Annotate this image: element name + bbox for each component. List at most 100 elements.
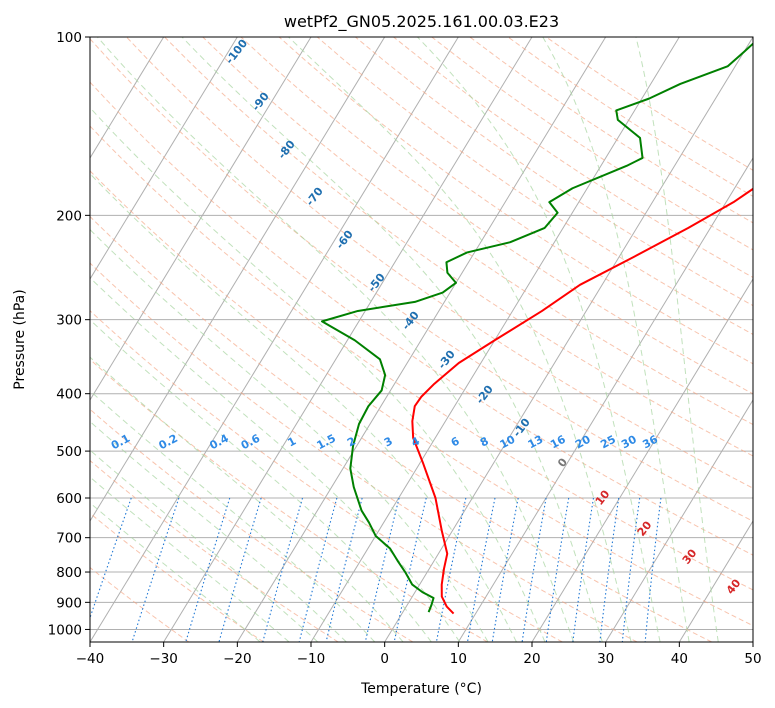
- dry-adiabat: [126, 37, 753, 489]
- moist-adiabat: [90, 420, 347, 642]
- mixing-ratio-label: 1: [285, 434, 298, 449]
- y-axis-label: Pressure (hPa): [12, 289, 28, 389]
- dry-adiabat-label: 20: [635, 518, 655, 538]
- dry-adiabat: [90, 38, 753, 522]
- isotherm-line: [90, 37, 312, 401]
- moist-adiabat: [97, 37, 575, 642]
- isotherm-line: [678, 520, 753, 642]
- mixing-ratio-label: 4: [409, 434, 422, 449]
- isotherm-line: [163, 37, 533, 642]
- y-tick-label: 700: [56, 531, 82, 547]
- mixing-ratio-line: [325, 497, 363, 642]
- dry-adiabat-label: 30: [680, 546, 700, 566]
- x-tick-label: −10: [297, 651, 326, 667]
- dry-adiabat: [393, 37, 753, 279]
- isotherm-line: [384, 37, 753, 642]
- dry-adiabat-label: -90: [249, 90, 272, 114]
- mixing-ratio-line: [218, 497, 262, 642]
- y-tick-label: 500: [56, 444, 82, 460]
- mixing-ratio-label: 6: [449, 434, 462, 449]
- dry-adiabat-label: 40: [724, 576, 744, 596]
- dry-adiabat-label: -50: [365, 271, 388, 295]
- x-tick-label: −20: [223, 651, 252, 667]
- mixing-ratio-label: 0.6: [239, 432, 263, 453]
- isotherm-line: [752, 641, 753, 642]
- dry-adiabat-label: -20: [473, 383, 496, 407]
- mixing-ratio-line: [621, 497, 641, 642]
- x-tick-label: 30: [597, 651, 614, 667]
- mixing-ratio-line: [599, 497, 620, 642]
- dry-adiabat: [90, 358, 488, 642]
- x-tick-label: 40: [671, 651, 688, 667]
- dry-adiabat: [90, 459, 339, 642]
- dry-adiabat-label: -70: [303, 185, 326, 209]
- temperature-profile-line: [411, 187, 753, 615]
- mixing-ratio-line: [644, 497, 662, 642]
- mixing-ratio-label: 0.1: [109, 432, 132, 453]
- mixing-ratio-line: [393, 497, 427, 642]
- dry-adiabat-label: 0: [555, 455, 570, 469]
- moist-adiabat: [90, 356, 404, 642]
- dry-adiabat-label: -80: [275, 138, 298, 162]
- x-axis: −40 −30 −20 −10 0 10 20 30 40 50: [76, 642, 762, 667]
- isotherm-line: [90, 37, 165, 159]
- dry-adiabat: [90, 512, 264, 642]
- y-tick-label: 800: [56, 565, 82, 581]
- mixing-ratio-label: 0.2: [157, 432, 180, 453]
- dry-adiabat: [90, 81, 753, 556]
- x-tick-label: 10: [450, 651, 467, 667]
- dry-adiabat-label: -10: [510, 416, 533, 440]
- dry-adiabat: [90, 408, 414, 642]
- mixing-ratio-label: 3: [382, 434, 395, 449]
- mixing-ratio-line: [521, 497, 547, 642]
- moist-adiabat: [90, 476, 290, 642]
- mixing-ratio-label: 16: [548, 433, 568, 452]
- dry-adiabat: [431, 37, 753, 251]
- y-axis: 100 200 300 400 500 600 700 800 900 1000: [48, 30, 90, 638]
- dry-adiabat-label: -100: [223, 37, 250, 67]
- moist-adiabat: [635, 37, 719, 642]
- x-tick-label: 50: [744, 651, 761, 667]
- moist-adiabat: [542, 37, 690, 642]
- moist-adiabat: [90, 277, 461, 642]
- plot-frame: [89, 36, 754, 643]
- moist-adiabat: [417, 37, 661, 642]
- y-tick-label: 100: [56, 30, 82, 46]
- dry-adiabat: [240, 37, 753, 395]
- isotherm-line: [90, 37, 386, 522]
- mixing-ratio-label: 10: [498, 433, 518, 452]
- mixing-ratio-label: 8: [478, 434, 491, 449]
- dry-adiabat: [90, 170, 753, 627]
- isotherm-line: [605, 399, 753, 642]
- moist-adiabat: [181, 37, 603, 642]
- x-axis-label: Temperature (°C): [360, 681, 482, 697]
- mixing-ratio-line: [298, 497, 338, 642]
- isotherm-line: [236, 37, 607, 642]
- dry-adiabat-label: -60: [333, 228, 356, 252]
- dewpoint-profile-line: [321, 42, 753, 613]
- moist-adiabat: [90, 449, 319, 642]
- dry-adiabat: [202, 37, 753, 426]
- chart-title: wetPf2_GN05.2025.161.00.03.E23: [284, 12, 559, 32]
- y-tick-label: 1000: [48, 622, 82, 638]
- mixing-ratio-label: 30: [619, 433, 639, 452]
- x-tick-label: −30: [149, 651, 178, 667]
- dry-adiabat: [90, 566, 190, 642]
- isotherm-line: [457, 157, 753, 642]
- mixing-ratio-line: [262, 497, 304, 642]
- isotherm-line: [90, 37, 459, 642]
- moist-adiabat: [90, 106, 546, 642]
- moist-adiabat: [90, 502, 261, 642]
- mixing-ratio-label: 13: [526, 433, 546, 452]
- mixing-ratio-label: 1.5: [315, 432, 338, 453]
- moist-adiabat: [90, 173, 517, 642]
- mixing-ratio-label: 20: [573, 433, 593, 452]
- dry-adiabat: [469, 37, 753, 224]
- y-tick-label: 900: [56, 595, 82, 611]
- mixing-ratio-line: [466, 497, 496, 642]
- mixing-ratio-line: [364, 497, 400, 642]
- dry-adiabat-label: -30: [435, 348, 458, 372]
- y-tick-label: 600: [56, 491, 82, 507]
- moist-adiabat: [90, 390, 376, 642]
